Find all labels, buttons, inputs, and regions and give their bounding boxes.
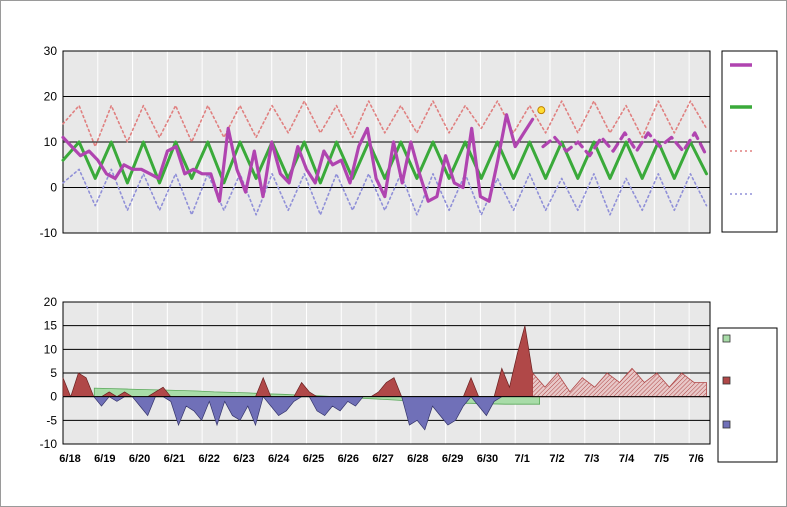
x-tick-label: 6/25 <box>303 453 324 465</box>
y-tick-label: 0 <box>50 181 57 195</box>
legend-swatch-above <box>722 376 731 385</box>
current-temp-marker <box>537 106 546 115</box>
top-plot-border <box>62 50 711 234</box>
top-temperature-chart: -10 0 10 20 30 <box>40 44 711 240</box>
y-tick-label: 20 <box>44 90 58 104</box>
x-tick-label: 6/29 <box>442 453 463 465</box>
x-tick-label: 7/2 <box>549 453 564 465</box>
x-tick-label: 7/6 <box>688 453 703 465</box>
y-tick-label: -10 <box>40 226 58 240</box>
bottom-plot-border <box>62 301 711 445</box>
y-tick-label: -5 <box>46 413 57 427</box>
y-tick-label: -10 <box>40 437 58 451</box>
y-tick-label: 15 <box>44 319 58 333</box>
y-tick-label: 30 <box>44 44 58 58</box>
x-tick-label: 6/28 <box>407 453 428 465</box>
y-tick-label: 0 <box>50 390 57 404</box>
x-tick-label: 7/5 <box>654 453 669 465</box>
x-tick-label: 6/20 <box>129 453 150 465</box>
x-tick-label: 6/26 <box>338 453 359 465</box>
x-tick-label: 6/21 <box>164 453 185 465</box>
legend-swatch-cumulative <box>722 334 731 343</box>
series-forecast <box>541 131 709 158</box>
x-tick-label: 6/23 <box>233 453 254 465</box>
x-tick-label: 6/27 <box>372 453 393 465</box>
y-tick-label: 10 <box>44 342 58 356</box>
x-tick-label: 6/22 <box>198 453 219 465</box>
y-tick-label: 10 <box>44 135 58 149</box>
x-tick-label: 6/18 <box>59 453 80 465</box>
x-tick-label: 7/4 <box>619 453 635 465</box>
x-tick-label: 7/3 <box>584 453 599 465</box>
series-observed <box>61 113 535 203</box>
legend-swatch-below <box>722 420 731 429</box>
y-tick-label: 5 <box>50 366 57 380</box>
top-legend-box <box>721 50 778 233</box>
series-forecast-departure <box>532 367 707 398</box>
x-tick-label: 6/30 <box>477 453 498 465</box>
x-tick-label: 6/24 <box>268 453 290 465</box>
series-record-low <box>62 168 708 216</box>
x-tick-label: 7/1 <box>515 453 530 465</box>
y-tick-label: 20 <box>44 295 58 309</box>
bottom-legend-box <box>717 327 778 463</box>
x-tick-label: 6/19 <box>94 453 115 465</box>
series-record-high <box>62 100 708 148</box>
legends <box>717 50 778 463</box>
series-normal <box>61 140 708 185</box>
bottom-departure-chart: 6/18 6/19 6/20 6/21 6/22 6/23 6/24 6/25 6/26 6/27… <box>40 295 711 465</box>
